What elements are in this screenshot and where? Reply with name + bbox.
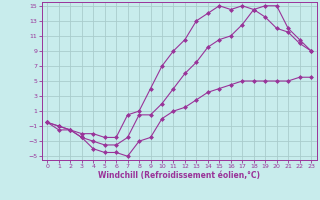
- X-axis label: Windchill (Refroidissement éolien,°C): Windchill (Refroidissement éolien,°C): [98, 171, 260, 180]
